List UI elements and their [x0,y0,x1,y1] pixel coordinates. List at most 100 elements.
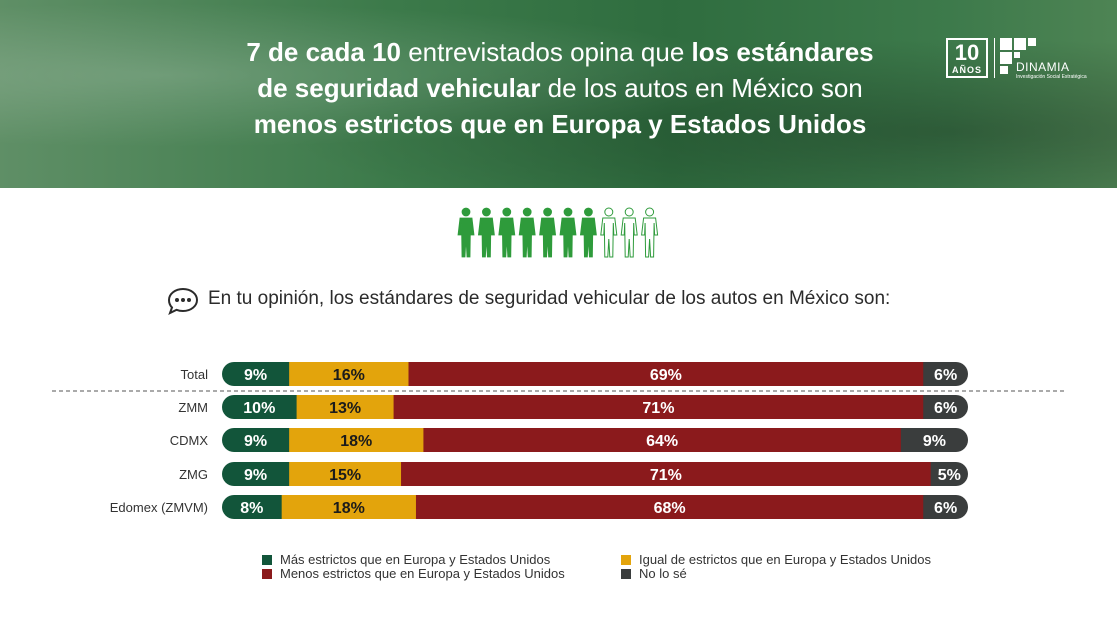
speech-bubble-icon [167,287,199,315]
category-label: ZMM [178,400,208,415]
data-label: 64% [646,433,678,450]
headline-bold-text: de seguridad vehicular [257,73,541,103]
data-label: 15% [329,467,361,484]
person-icon-highlighted [457,207,475,258]
legend-label: Más estrictos que en Europa y Estados Un… [280,552,551,567]
logo-square [1000,38,1012,50]
logo-square [1000,66,1008,74]
bar-segment [393,395,924,419]
bar-segment [222,462,290,486]
bar-row: ZMM 10% 13% 71% 6% [178,395,968,419]
logo-tagline: Investigación Social Estratégica [1016,74,1087,80]
data-label: 18% [340,433,372,450]
headline-line-1: 7 de cada 10 entrevistados opina que los… [180,34,940,70]
data-label: 68% [654,500,686,517]
person-icon-highlighted [539,207,557,258]
headline: 7 de cada 10 entrevistados opina que los… [180,34,940,142]
bar-segment [289,428,424,452]
legend-item-more-strict: Más estrictos que en Europa y Estados Un… [262,553,565,567]
bar-segment [923,362,968,386]
data-label: 71% [650,467,682,484]
bar-segment [930,462,968,486]
data-label: 6% [934,367,957,384]
data-label: 6% [934,400,957,417]
person-icon-highlighted [477,207,495,258]
anniversary-badge: 10 AÑOS [946,38,988,78]
logo-divider [994,38,995,78]
legend-item-dont-know: No lo sé [621,567,931,581]
header-banner: 7 de cada 10 entrevistados opina que los… [0,0,1117,188]
legend-label: Igual de estrictos que en Europa y Estad… [639,552,931,567]
category-label: CDMX [170,433,209,448]
legend-item-less-strict: Menos estrictos que en Europa y Estados … [262,567,565,581]
data-label: 13% [329,400,361,417]
data-label: 16% [333,367,365,384]
headline-bold-stat: 7 de cada 10 [246,37,401,67]
bar-segment [923,395,968,419]
legend-label: Menos estrictos que en Europa y Estados … [280,566,565,581]
person-icon-outline [641,207,659,258]
anniversary-years: AÑOS [951,65,982,75]
bar-segment [222,362,290,386]
person-icon-highlighted [579,207,597,258]
bar-segment [281,495,417,519]
bar-row: CDMX 9% 18% 64% 9% [170,428,968,452]
data-label: 8% [240,500,263,517]
logo-square [1014,38,1026,50]
bar-segment [222,495,283,519]
bar-segment [923,495,968,519]
legend-swatch [262,555,272,565]
logo-square [1000,52,1012,64]
data-label: 5% [938,467,961,484]
headline-line-2: de seguridad vehicular de los autos en M… [180,70,940,106]
data-label: 10% [243,400,275,417]
legend-swatch [262,569,272,579]
bar-segment [289,362,409,386]
data-label: 71% [642,400,674,417]
person-icon-outline [620,207,638,258]
legend-label: No lo sé [639,566,687,581]
headline-bold-text: los estándares [691,37,874,67]
bar-segment [289,462,402,486]
anniversary-number: 10 [954,40,980,65]
bar-segment [415,495,924,519]
data-label: 9% [244,467,267,484]
person-icon-outline [600,207,618,258]
headline-text: entrevistados opina que [401,37,692,67]
bar-segment [423,428,902,452]
data-label: 6% [934,500,957,517]
logo-brand-name: DINAMIA [1016,60,1070,74]
headline-text: de los autos en México son [540,73,863,103]
bar-segment [296,395,395,419]
stacked-bar-chart: Total 9% 16% 69% 6% ZMM 10% 13% 71% 6% CDMX 9% 18% 64… [52,362,1066,519]
question-text: En tu opinión, los estándares de segurid… [208,288,891,309]
bar-segment [222,395,298,419]
data-label: 69% [650,367,682,384]
headline-line-3: menos estrictos que en Europa y Estados … [180,106,940,142]
header-photo-overlay [0,0,1117,188]
bar-segment [222,428,290,452]
bar-row: ZMG 9% 15% 71% 5% [179,462,968,486]
headline-bold-text: menos estrictos que en Europa y Estados … [253,109,867,139]
person-icon-highlighted [518,207,536,258]
logo-square [1014,52,1020,58]
data-label: 18% [333,500,365,517]
legend-column-1: Más estrictos que en Europa y Estados Un… [262,553,565,581]
category-label: Total [181,367,209,382]
legend-item-equal: Igual de estrictos que en Europa y Estad… [621,553,931,567]
legend-column-2: Igual de estrictos que en Europa y Estad… [621,553,931,581]
person-icon-highlighted [559,207,577,258]
people-pictogram [457,207,659,258]
bar-segment [401,462,932,486]
question: En tu opinión, los estándares de segurid… [166,286,890,316]
bar-segment [408,362,924,386]
legend-swatch [621,569,631,579]
data-label: 9% [244,367,267,384]
bar-row: Total 9% 16% 69% 6% [181,362,968,386]
bar-segment [900,428,968,452]
legend-swatch [621,555,631,565]
dinamia-logo: 10 AÑOS DINAMIA Investigación Social Est… [946,38,1087,82]
logo-square [1028,38,1036,46]
category-label: ZMG [179,467,208,482]
data-label: 9% [923,433,946,450]
